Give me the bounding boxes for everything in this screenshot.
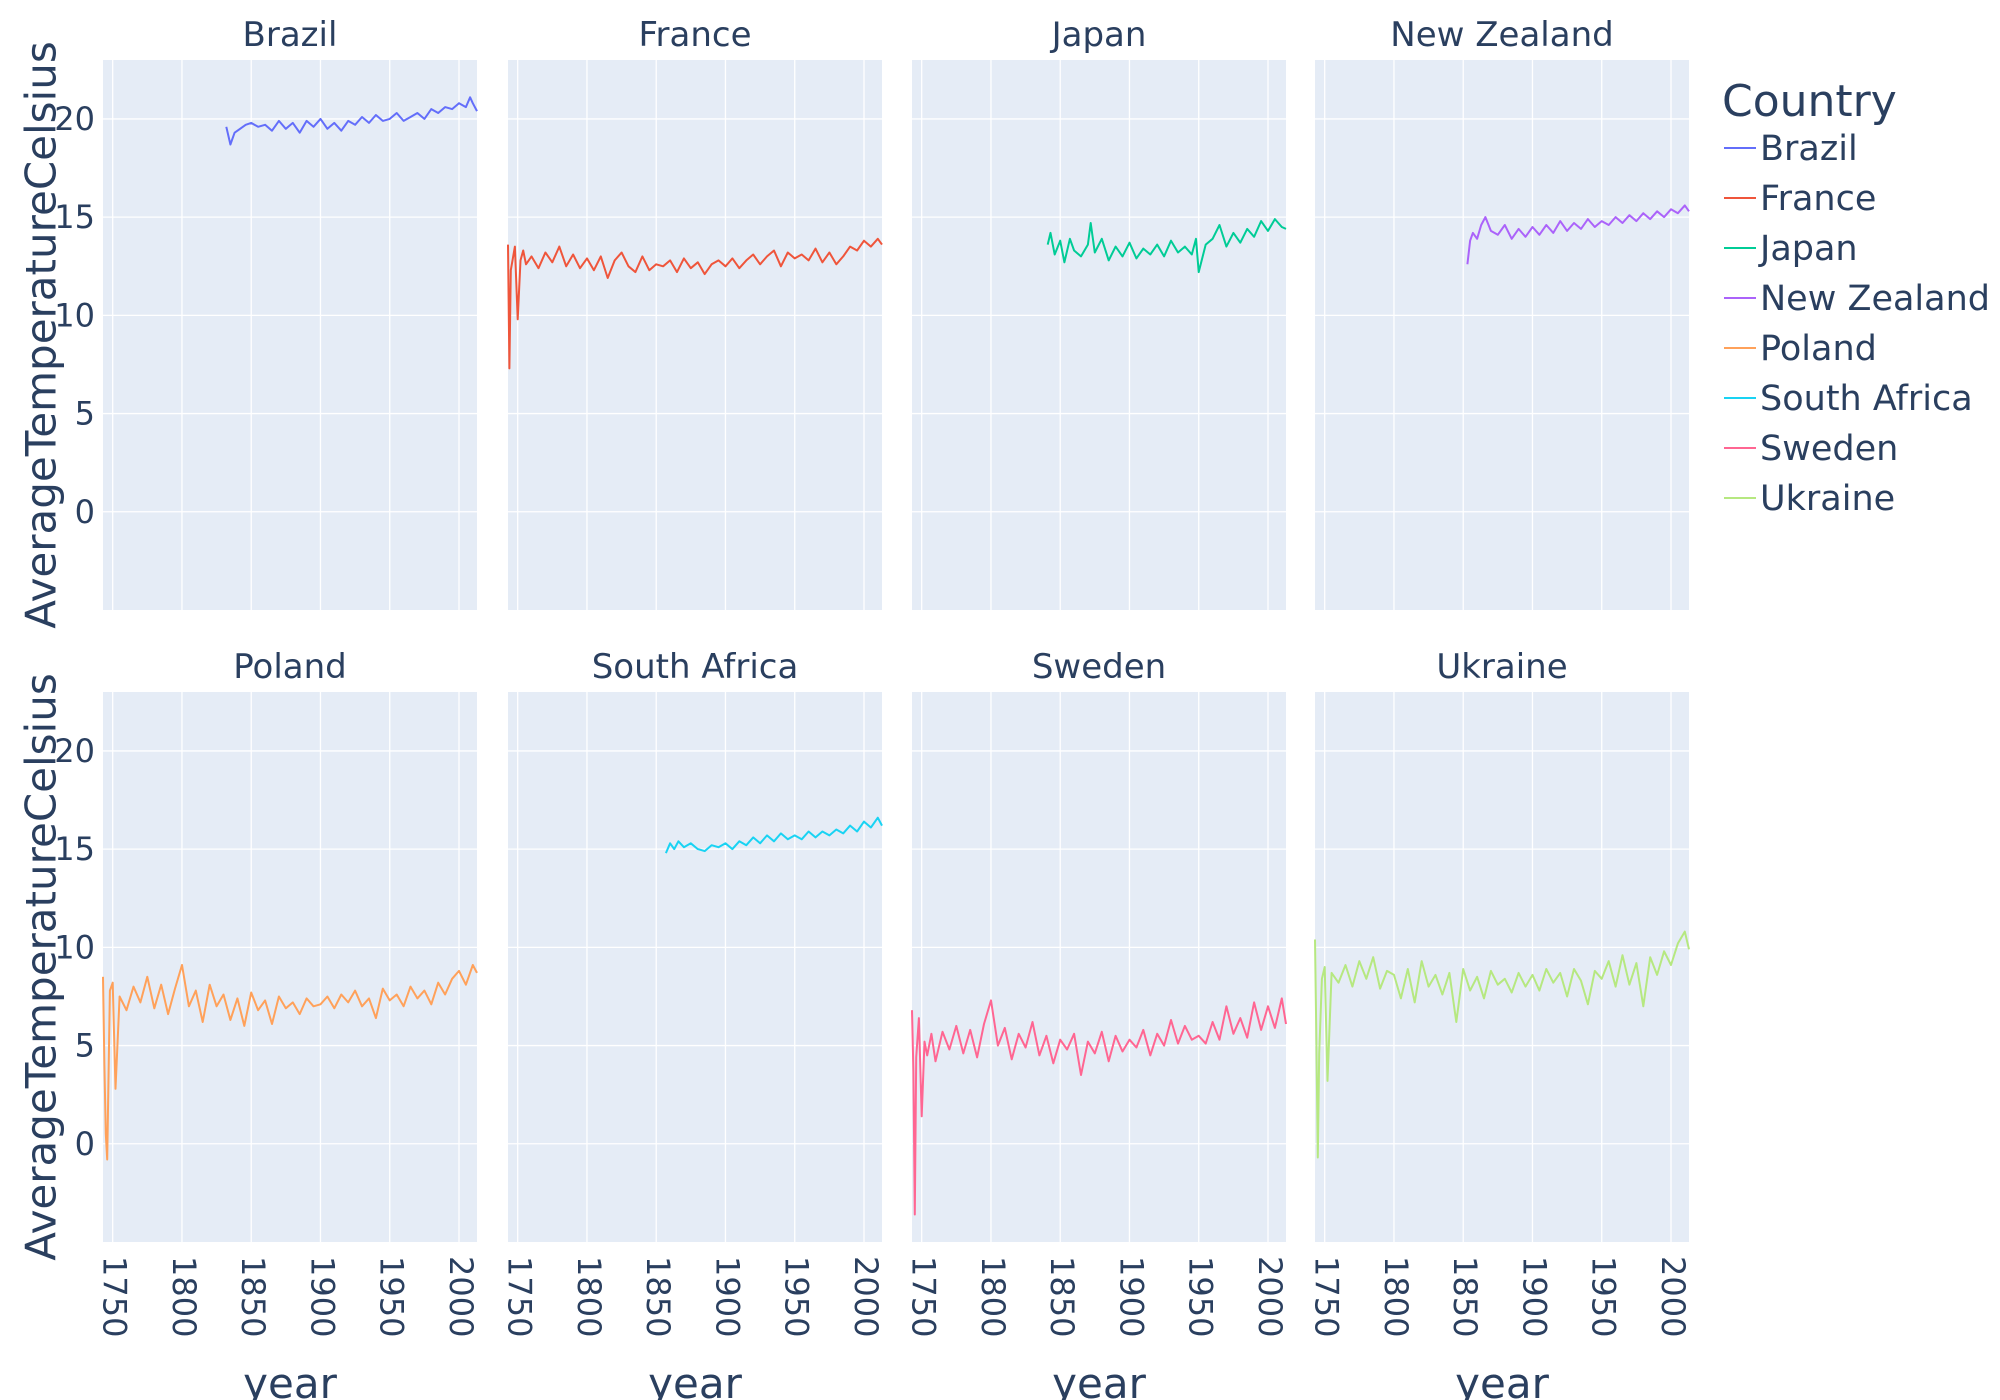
y-tick-label: 5: [75, 395, 95, 433]
x-tick-label: 1850: [1043, 1256, 1081, 1337]
y-tick-label: 15: [54, 830, 95, 868]
x-axis-title: year: [1052, 1359, 1146, 1400]
x-tick-label: 1900: [1112, 1256, 1150, 1337]
plot-background: [912, 60, 1286, 610]
facet-panel: Ukraine 1750 1800 1850 1900 1950 2000: [1308, 647, 1692, 1337]
plot-background: [1315, 60, 1689, 610]
plot-background: [103, 60, 477, 610]
facet-panel: Brazil 0 5 10 15 20: [54, 15, 478, 610]
legend-item[interactable]: New Zealand: [1724, 279, 1990, 319]
legend-label: South Africa: [1760, 379, 1973, 419]
facet-panel: Sweden 1750 1800 1850 1900 1950 2000: [905, 647, 1289, 1337]
x-tick-label: 1800: [165, 1256, 203, 1337]
x-tick-label: 2000: [1654, 1256, 1692, 1337]
legend-item[interactable]: France: [1724, 179, 1876, 219]
x-tick-label: 2000: [1251, 1256, 1289, 1337]
x-tick-label: 1950: [373, 1256, 411, 1337]
series-line: [102, 964, 478, 1161]
x-tick-label: 1750: [905, 1256, 943, 1337]
y-tick-label: 10: [54, 928, 95, 966]
facet-title: New Zealand: [1390, 15, 1613, 55]
facet-panel: France: [507, 15, 883, 610]
x-tick-label: 1850: [234, 1256, 272, 1337]
y-tick-label: 20: [54, 100, 95, 138]
x-axis-title: year: [1455, 1359, 1549, 1400]
x-tick-label: 1750: [1308, 1256, 1346, 1337]
legend-label: New Zealand: [1760, 279, 1990, 319]
x-tick-label: 1900: [1515, 1256, 1553, 1337]
series-line: [225, 96, 478, 146]
x-tick-label: 1900: [303, 1256, 341, 1337]
plot-background: [508, 60, 882, 610]
legend-label: Poland: [1760, 329, 1877, 369]
x-axis-title: year: [648, 1359, 742, 1400]
x-tick-label: 1800: [1377, 1256, 1415, 1337]
x-tick-label: 1850: [639, 1256, 677, 1337]
facet-grid: Brazil 0 5 10 15 20 France Japan New Zealand Pola…: [54, 15, 1692, 1337]
y-tick-label: 0: [75, 493, 95, 531]
facet-title: Poland: [233, 647, 347, 687]
x-tick-label: 1750: [501, 1256, 539, 1337]
series-line: [911, 997, 1287, 1216]
legend-item[interactable]: Poland: [1724, 329, 1877, 369]
x-tick-label: 1800: [974, 1256, 1012, 1337]
x-tick-label: 1850: [1446, 1256, 1484, 1337]
facet-panel: New Zealand: [1315, 15, 1690, 610]
y-tick-label: 5: [75, 1027, 95, 1065]
plot-background: [912, 692, 1286, 1242]
legend: Country Brazil France Japan New Zealand Pola…: [1722, 76, 1990, 519]
legend-item[interactable]: Brazil: [1724, 129, 1858, 169]
x-tick-label: 2000: [847, 1256, 885, 1337]
y-axis-title: AverageTemperatureCelsius: [17, 673, 66, 1260]
y-tick-label: 15: [54, 198, 95, 236]
y-tick-label: 0: [75, 1125, 95, 1163]
plot-background: [103, 692, 477, 1242]
series-line: [664, 816, 883, 854]
y-tick-label: 20: [54, 732, 95, 770]
legend-label: Brazil: [1760, 129, 1858, 169]
x-tick-label: 2000: [442, 1256, 480, 1337]
legend-item[interactable]: Ukraine: [1724, 479, 1895, 519]
facet-panel: Japan: [912, 15, 1287, 610]
y-axis-title: AverageTemperatureCelsius: [17, 41, 66, 628]
x-tick-label: 1950: [1585, 1256, 1623, 1337]
legend-item[interactable]: Sweden: [1724, 429, 1898, 469]
facet-title: France: [638, 15, 751, 55]
legend-item[interactable]: Japan: [1724, 229, 1858, 269]
facet-panel: South Africa 1750 1800 1850 1900 1950 2000: [501, 647, 885, 1337]
legend-title: Country: [1722, 76, 1897, 127]
series-line: [1046, 218, 1287, 274]
legend-item[interactable]: South Africa: [1724, 379, 1973, 419]
facet-panel: Poland 0 5 10 15 20 1750 1800 1850 1900 1950 2000: [54, 647, 480, 1337]
y-tick-label: 10: [54, 296, 95, 334]
legend-label: Sweden: [1760, 429, 1898, 469]
legend-label: Ukraine: [1760, 479, 1895, 519]
legend-label: France: [1760, 179, 1876, 219]
facet-title: Ukraine: [1436, 647, 1567, 687]
x-tick-label: 1900: [708, 1256, 746, 1337]
facet-title: Sweden: [1032, 647, 1166, 687]
series-line: [1466, 204, 1690, 265]
facet-title: Japan: [1050, 15, 1147, 55]
facet-title: Brazil: [243, 15, 338, 55]
series-line: [1314, 930, 1690, 1159]
x-tick-label: 1950: [778, 1256, 816, 1337]
x-axis-title: year: [243, 1359, 337, 1400]
facet-title: South Africa: [592, 647, 799, 687]
x-tick-label: 1750: [96, 1256, 134, 1337]
x-tick-label: 1950: [1182, 1256, 1220, 1337]
legend-label: Japan: [1758, 229, 1858, 269]
series-line: [507, 237, 883, 370]
plot-background: [508, 692, 882, 1242]
plot-background: [1315, 692, 1689, 1242]
x-tick-label: 1800: [570, 1256, 608, 1337]
